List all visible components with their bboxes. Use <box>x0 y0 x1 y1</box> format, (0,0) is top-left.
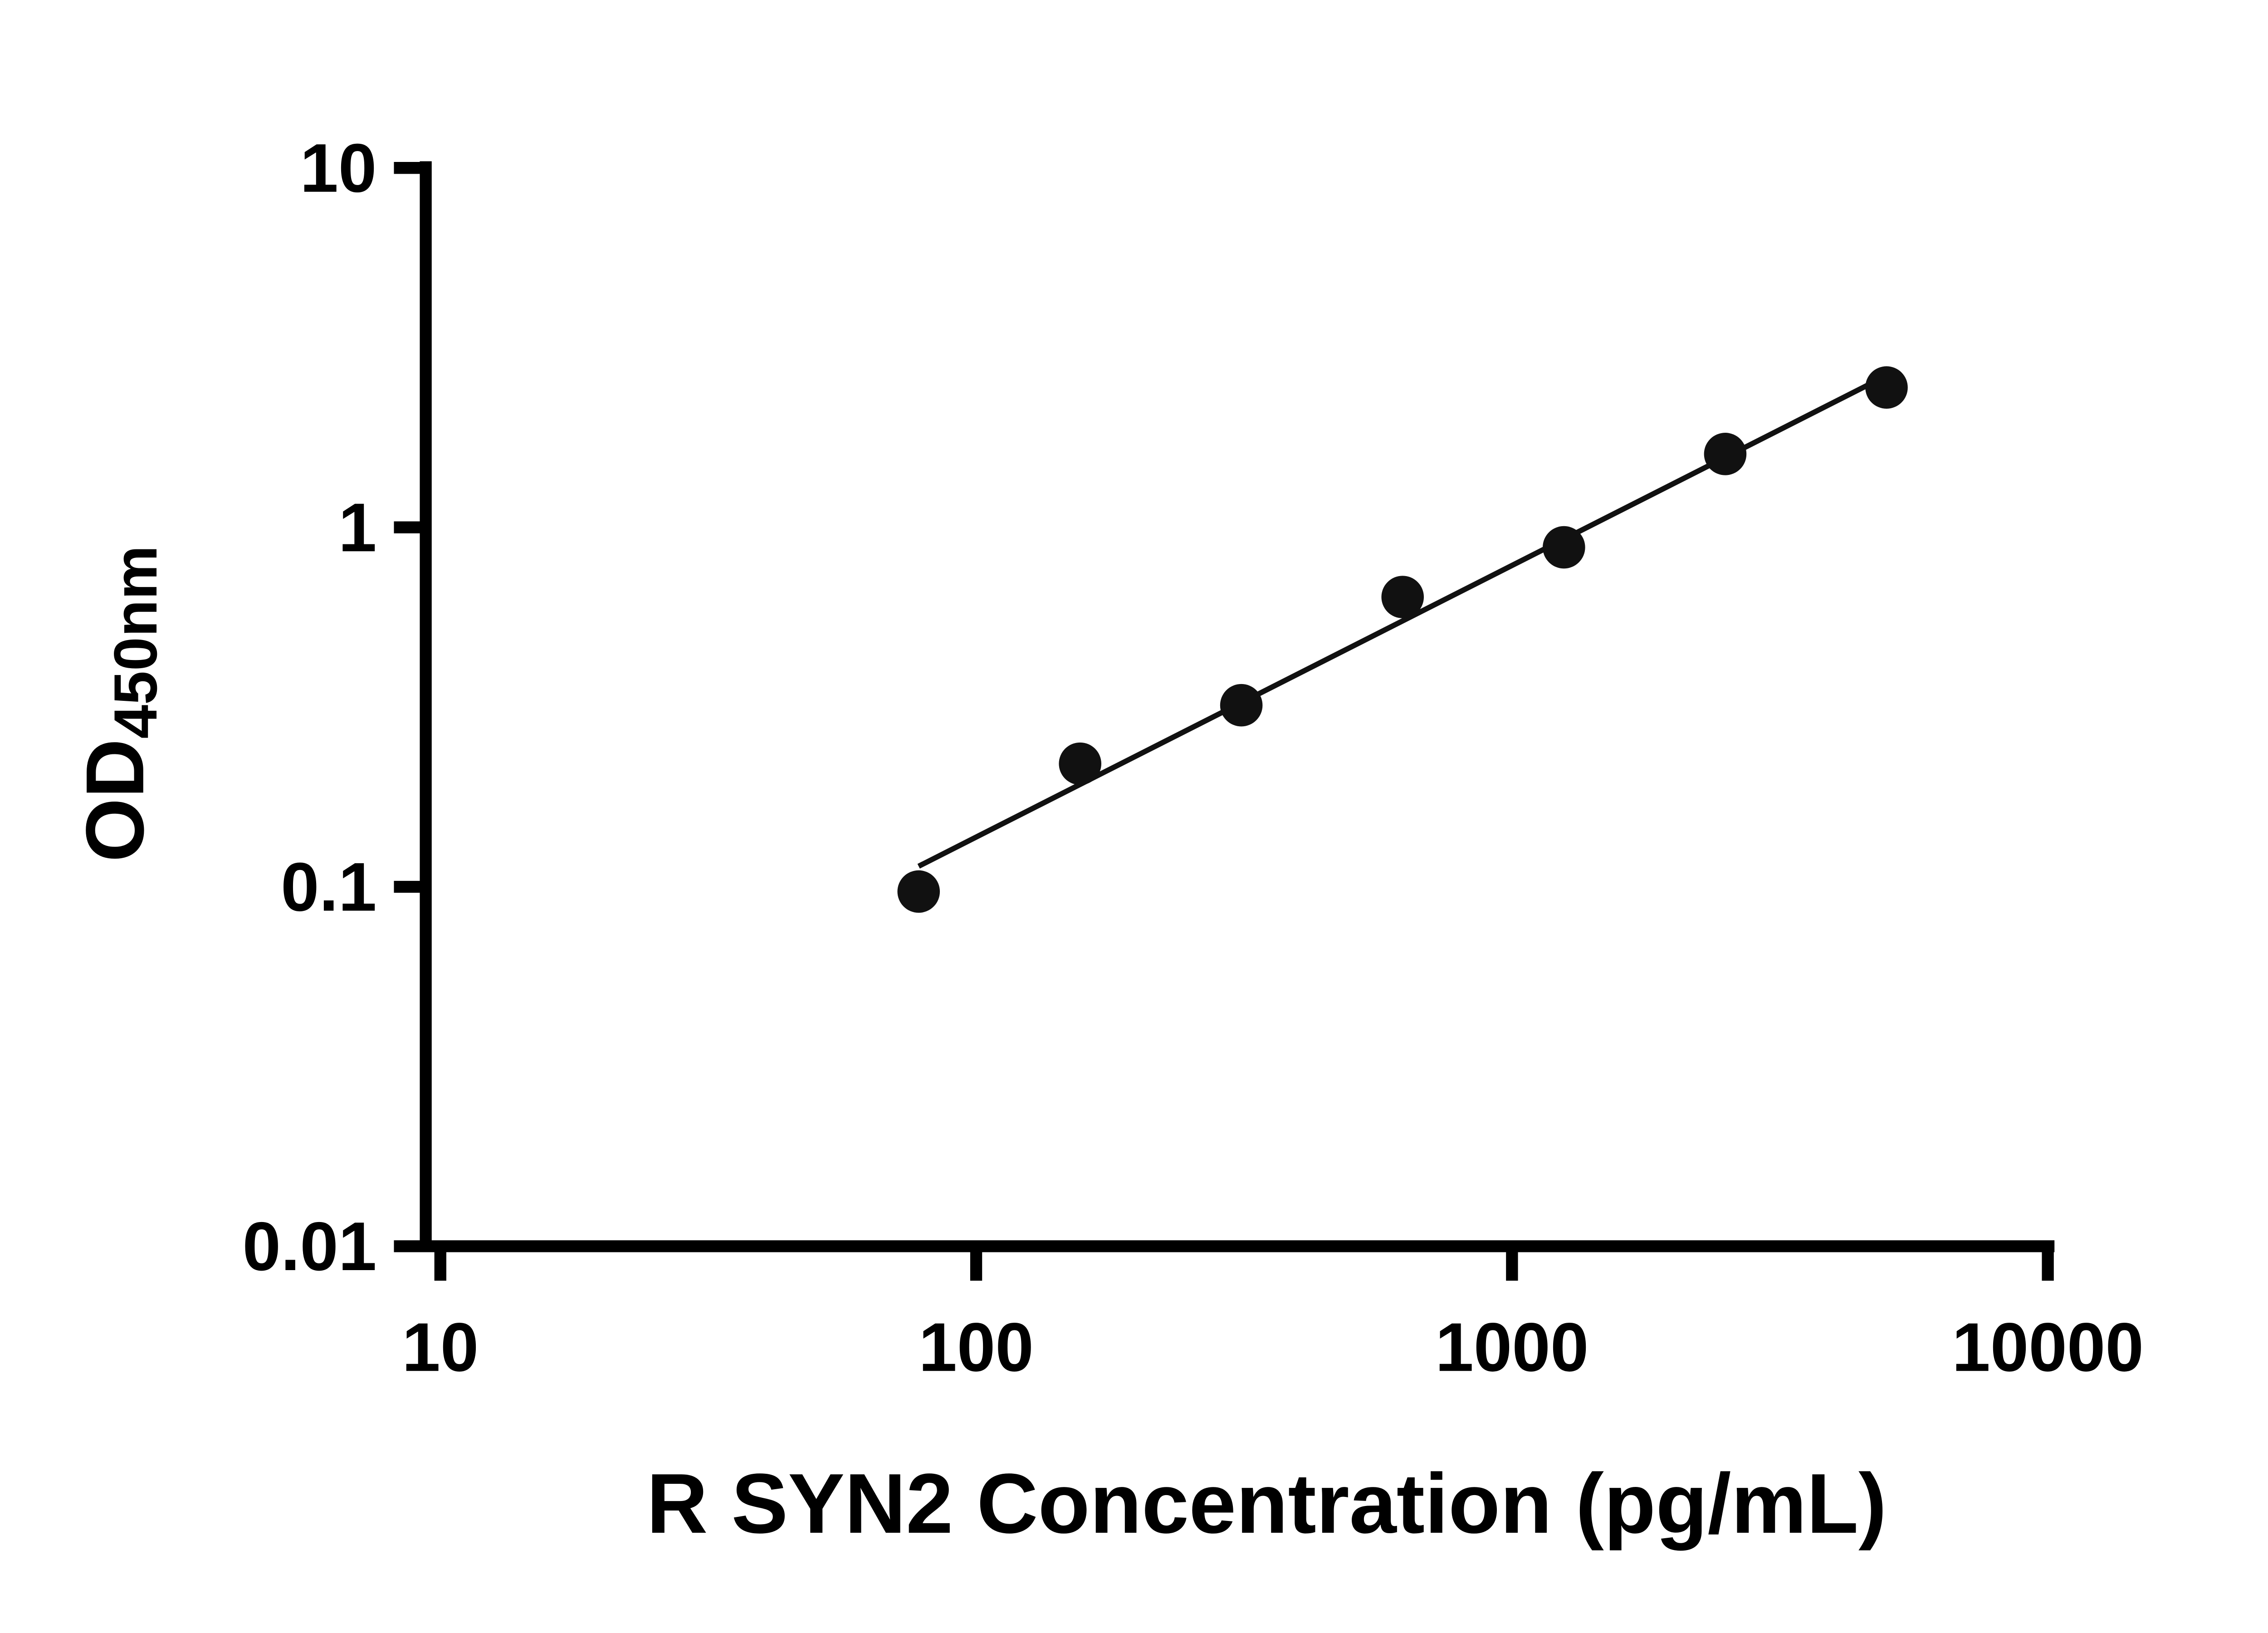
x-tick-label: 100 <box>919 1309 1034 1386</box>
data-point <box>1865 366 1908 409</box>
data-point <box>897 870 940 913</box>
y-axis-label-main: OD <box>69 739 161 862</box>
y-tick-label: 0.1 <box>281 849 376 926</box>
x-tick-label: 10000 <box>1952 1309 2144 1386</box>
data-point <box>1381 576 1424 618</box>
x-axis-label: R SYN2 Concentration (pg/mL) <box>646 1456 1887 1551</box>
y-tick-label: 10 <box>300 130 376 207</box>
y-tick-label: 0.01 <box>243 1208 377 1285</box>
data-series <box>897 366 1908 913</box>
y-axis-label: OD450nm <box>69 545 170 862</box>
y-axis-ticks: 0.01 0.1 1 10 <box>243 130 426 1285</box>
y-tick-label: 1 <box>338 489 377 566</box>
y-axis-label-subscript: 450nm <box>101 545 170 738</box>
x-tick-label: 1000 <box>1435 1309 1589 1386</box>
plot-area: 10 100 1000 10000 0.01 0.1 1 10 R SYN2 Concent… <box>69 130 2144 1551</box>
x-tick-label: 10 <box>402 1309 479 1386</box>
data-point <box>1704 433 1747 475</box>
data-point <box>1220 684 1263 727</box>
data-point <box>1059 742 1101 785</box>
data-point <box>1543 526 1585 569</box>
x-axis-ticks: 10 100 1000 10000 <box>402 1252 2144 1386</box>
